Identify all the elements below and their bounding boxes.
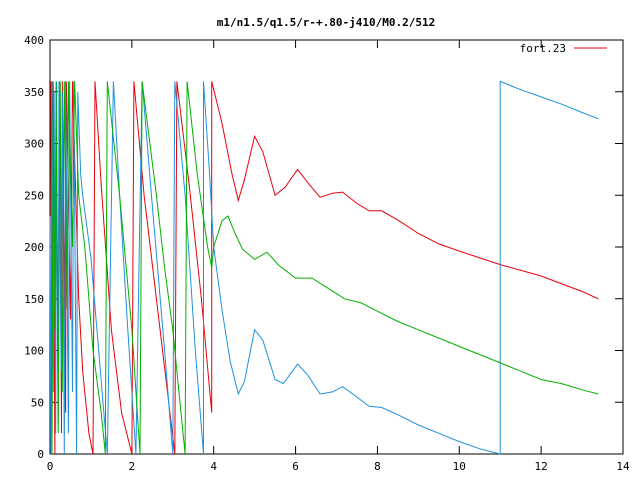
x-tick-label: 4 [210, 460, 217, 473]
axis-ticks: 0 2 4 6 8 10 12 14 0 50 100 150 200 250 300 350 400 [24, 34, 630, 473]
series-line-1 [50, 81, 599, 455]
y-tick-label: 100 [24, 345, 44, 358]
y-tick-label: 250 [24, 189, 44, 202]
y-tick-label: 400 [24, 34, 44, 47]
y-tick-label: 200 [24, 241, 44, 254]
x-tick-label: 2 [129, 460, 136, 473]
x-tick-label: 0 [47, 460, 54, 473]
y-tick-label: 0 [37, 448, 44, 461]
y-tick-label: 50 [31, 396, 44, 409]
x-tick-label: 14 [616, 460, 630, 473]
series-line-3 [51, 81, 599, 455]
series-layer [49, 80, 599, 455]
x-tick-label: 8 [374, 460, 381, 473]
y-tick-label: 300 [24, 138, 44, 151]
x-tick-label: 6 [292, 460, 299, 473]
y-tick-label: 350 [24, 86, 44, 99]
chart-title: m1/n1.5/q1.5/r-+.80-j410/M0.2/512 [217, 16, 436, 29]
x-tick-label: 12 [535, 460, 548, 473]
legend: fort.23 [520, 42, 607, 55]
x-tick-label: 10 [453, 460, 466, 473]
y-tick-label: 150 [24, 293, 44, 306]
legend-label: fort.23 [520, 42, 566, 55]
series-line-2 [49, 80, 599, 455]
